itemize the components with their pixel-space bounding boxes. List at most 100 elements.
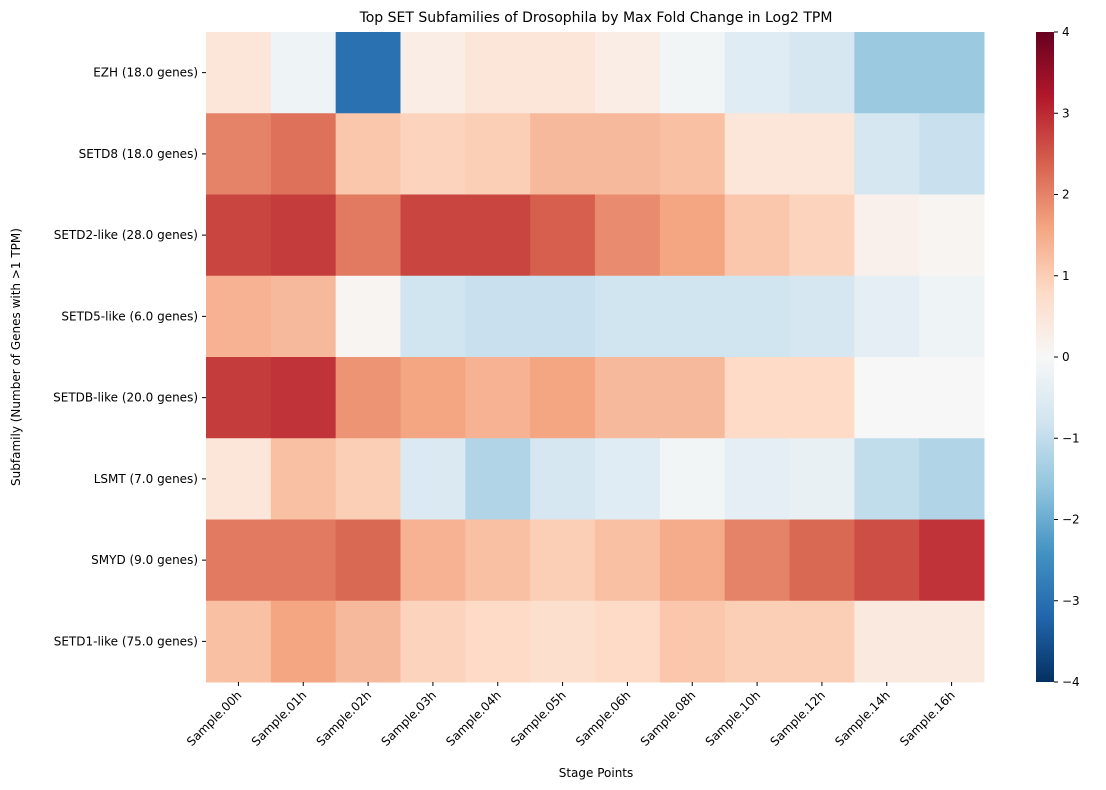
x-tick-label: Sample.12h [767,688,828,749]
heatmap-cell [724,357,790,439]
heatmap-cell [465,357,531,439]
heatmap-cell [530,357,596,439]
heatmap-cell [595,194,661,277]
heatmap-cell [659,438,726,520]
x-tick-label: Sample.01h [249,688,310,749]
heatmap-cell [919,519,985,602]
colorbar-tick-label: 1 [1062,269,1070,283]
y-tick-label: SETDB-like (20.0 genes) [53,391,198,405]
heatmap-cell [854,194,920,277]
heatmap-cell [659,357,726,439]
y-tick-labels: EZH (18.0 genes) SETD8 (18.0 genes) SETD2-… [53,66,206,648]
heatmap-cell [659,275,726,358]
y-tick-label: SETD8 (18.0 genes) [79,147,198,161]
heatmap-cell [919,32,985,114]
heatmap-cell [919,275,985,358]
x-tick-labels: Sample.00h Sample.01h Sample.02h Sample.03h… [184,682,958,749]
heatmap-cell [919,113,985,195]
heatmap-cell [659,113,726,195]
y-tick-label: LSMT (7.0 genes) [94,472,198,486]
y-tick-label: SMYD (9.0 genes) [91,553,198,567]
heatmap-cell [465,32,531,114]
colorbar-tick-label: 0 [1062,350,1070,364]
heatmap-cell [400,113,466,195]
colorbar-tick-label: 3 [1062,106,1070,120]
heatmap-cell [530,113,596,195]
heatmap-cell [530,194,596,277]
heatmap-cell [465,600,531,683]
heatmap-cell [659,519,726,602]
heatmap-cell [789,600,855,683]
heatmap-cell [530,519,596,602]
heatmap-cell [789,357,855,439]
heatmap-cell [270,519,337,602]
heatmap-cell [206,519,272,602]
heatmap-cell [465,275,531,358]
heatmap-cell [400,32,466,114]
x-tick-label: Sample.14h [832,688,893,749]
heatmap-cell [465,438,531,520]
heatmap-cell [335,194,401,277]
y-tick-label: SETD2-like (28.0 genes) [54,228,198,242]
colorbar-ticks: 4 3 2 1 0 −1 −2 −3 −4 [1054,25,1080,689]
x-axis-label: Stage Points [559,766,634,780]
heatmap-cell [919,600,985,683]
x-tick-label: Sample.04h [443,688,504,749]
heatmap-cell [854,600,920,683]
heatmap-cell [789,32,855,114]
heatmap-cell [789,438,855,520]
heatmap-cell [270,438,337,520]
heatmap-cell [400,519,466,602]
heatmap-cell [530,275,596,358]
heatmap-cell [335,600,401,683]
heatmap-cell [206,357,272,439]
heatmap-cell [400,275,466,358]
heatmap-cell [206,113,272,195]
y-axis-label: Subfamily (Number of Genes with >1 TPM) [9,228,23,486]
heatmap-cell [789,194,855,277]
x-tick-label: Sample.05h [508,688,569,749]
heatmap-cell [919,357,985,439]
colorbar-tick-label: −4 [1062,675,1080,689]
heatmap-cell [335,519,401,602]
heatmap-cell [595,275,661,358]
heatmap-cell [789,519,855,602]
heatmap-cell [595,32,661,114]
heatmap-cell [206,600,272,683]
heatmap-cell [854,438,920,520]
heatmap-cell [595,600,661,683]
colorbar-tick-label: −1 [1062,431,1080,445]
heatmap-cell [206,194,272,277]
y-tick-label: SETD1-like (75.0 genes) [54,634,198,648]
heatmap-cell [465,113,531,195]
heatmap-cell [595,113,661,195]
heatmap-cell [335,32,401,114]
colorbar-tick-label: −3 [1062,594,1080,608]
heatmap-cell [854,113,920,195]
heatmap-cell [206,32,272,114]
heatmap-cell [400,194,466,277]
heatmap-cell [530,438,596,520]
heatmap-cell [206,438,272,520]
x-tick-label: Sample.06h [573,688,634,749]
heatmap-cell [400,600,466,683]
heatmap-cell [595,519,661,602]
heatmap-cell [659,600,726,683]
heatmap-cell [270,600,337,683]
heatmap-cell [724,194,790,277]
heatmap-cell [724,600,790,683]
heatmap-cell [919,438,985,520]
heatmap-cell [400,438,466,520]
y-tick-label: EZH (18.0 genes) [93,66,198,80]
heatmap-cell [335,357,401,439]
heatmap-cell [595,357,661,439]
heatmap-cell [724,113,790,195]
heatmap-cell [919,194,985,277]
heatmap-cell [659,32,726,114]
heatmap-cell [854,275,920,358]
colorbar-tick-label: 4 [1062,25,1070,39]
heatmap-cell [595,438,661,520]
heatmap-cell [335,113,401,195]
heatmap-cell [270,113,337,195]
